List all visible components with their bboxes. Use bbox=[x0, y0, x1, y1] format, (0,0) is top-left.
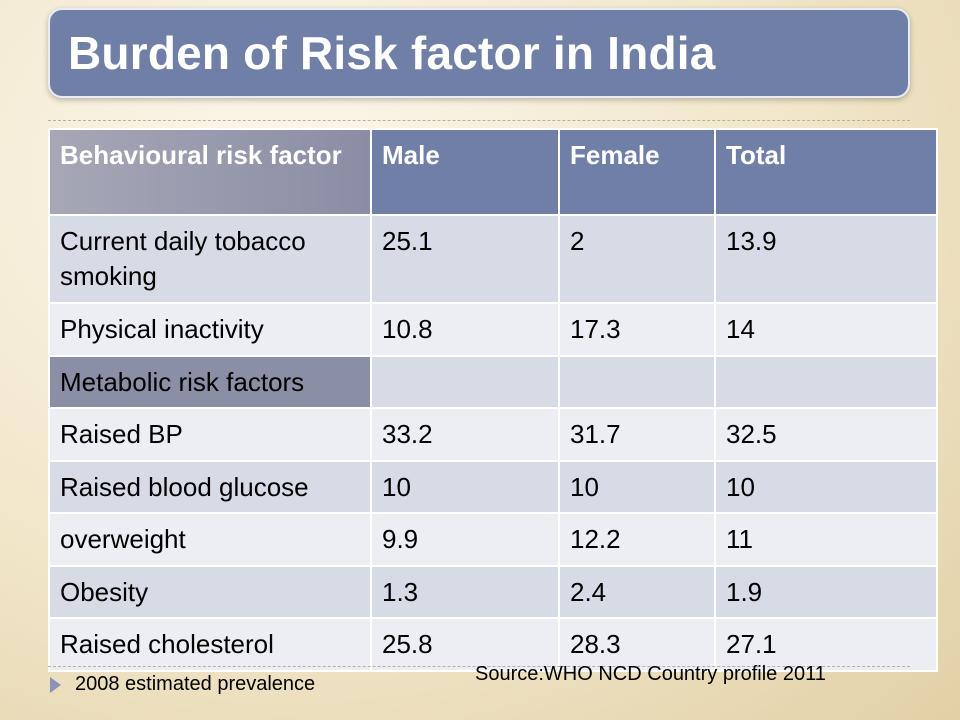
cell-male: 10 bbox=[370, 459, 560, 515]
cell-female: 31.7 bbox=[558, 407, 716, 462]
row-label: Raised cholesterol bbox=[48, 617, 372, 673]
cell-total: 32.5 bbox=[714, 407, 938, 462]
cell-female: 2 bbox=[558, 214, 716, 304]
risk-factor-table: Behavioural risk factor Male Female Tota… bbox=[48, 128, 938, 673]
cell-total: 14 bbox=[714, 302, 938, 357]
cell-female: 28.3 bbox=[558, 617, 716, 673]
row-label: Obesity bbox=[48, 564, 372, 620]
table-row: Current daily tobacco smoking 25.1 2 13.… bbox=[48, 214, 938, 304]
cell-female bbox=[558, 354, 716, 410]
cell-female: 12.2 bbox=[558, 512, 716, 567]
section-label: Metabolic risk factors bbox=[48, 354, 372, 410]
header-risk-factor: Behavioural risk factor bbox=[48, 128, 372, 216]
footnote-text: 2008 estimated prevalence bbox=[75, 673, 316, 695]
row-label: Raised BP bbox=[48, 407, 372, 462]
header-male: Male bbox=[370, 128, 560, 216]
title-banner: Burden of Risk factor in India bbox=[48, 8, 910, 98]
table-row: Raised BP 33.2 31.7 32.5 bbox=[48, 407, 938, 462]
header-total: Total bbox=[714, 128, 938, 216]
top-divider bbox=[48, 120, 910, 121]
cell-total: 13.9 bbox=[714, 214, 938, 304]
cell-male: 10.8 bbox=[370, 302, 560, 357]
footnote: 2008 estimated prevalence bbox=[50, 673, 315, 696]
cell-male: 9.9 bbox=[370, 512, 560, 567]
header-female: Female bbox=[558, 128, 716, 216]
cell-total: 1.9 bbox=[714, 564, 938, 620]
row-label: overweight bbox=[48, 512, 372, 567]
row-label: Physical inactivity bbox=[48, 302, 372, 357]
cell-female: 17.3 bbox=[558, 302, 716, 357]
table-header-row: Behavioural risk factor Male Female Tota… bbox=[48, 128, 938, 216]
cell-female: 2.4 bbox=[558, 564, 716, 620]
triangle-bullet-icon bbox=[50, 676, 61, 693]
cell-male: 1.3 bbox=[370, 564, 560, 620]
source-text: Source:WHO NCD Country profile 2011 bbox=[475, 663, 826, 685]
table-row: Obesity 1.3 2.4 1.9 bbox=[48, 564, 938, 620]
table-row: Raised cholesterol 25.8 28.3 27.1 bbox=[48, 617, 938, 673]
cell-male: 25.1 bbox=[370, 214, 560, 304]
cell-female: 10 bbox=[558, 459, 716, 515]
table-row: overweight 9.9 12.2 11 bbox=[48, 512, 938, 567]
cell-total: 11 bbox=[714, 512, 938, 567]
slide-title: Burden of Risk factor in India bbox=[68, 27, 716, 79]
cell-male: 25.8 bbox=[370, 617, 560, 673]
row-label: Current daily tobacco smoking bbox=[48, 214, 372, 304]
table-row: Raised blood glucose 10 10 10 bbox=[48, 459, 938, 515]
bottom-divider bbox=[48, 666, 910, 667]
row-label: Raised blood glucose bbox=[48, 459, 372, 515]
cell-total: 10 bbox=[714, 459, 938, 515]
cell-total bbox=[714, 354, 938, 410]
section-row: Metabolic risk factors bbox=[48, 354, 938, 410]
cell-total: 27.1 bbox=[714, 617, 938, 673]
cell-male: 33.2 bbox=[370, 407, 560, 462]
table-row: Physical inactivity 10.8 17.3 14 bbox=[48, 302, 938, 357]
cell-male bbox=[370, 354, 560, 410]
